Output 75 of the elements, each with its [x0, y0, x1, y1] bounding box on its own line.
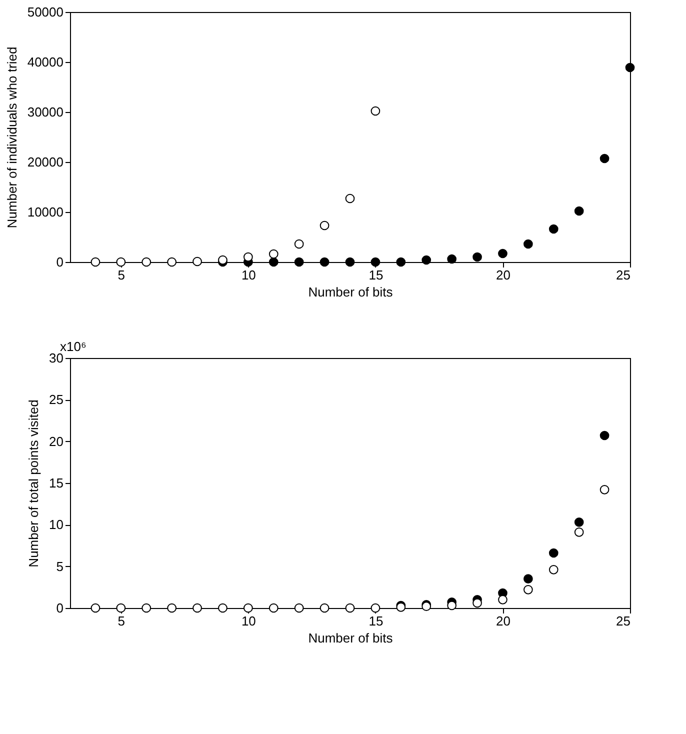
point: [548, 548, 558, 558]
point: [142, 603, 152, 613]
point: [320, 603, 330, 613]
point: [447, 254, 456, 264]
point: [574, 517, 584, 527]
point: [447, 600, 456, 610]
x-tick-label: 5: [118, 614, 126, 628]
y-axis-title: Number of individuals who tried: [4, 46, 20, 228]
point: [192, 603, 202, 613]
point: [142, 257, 152, 267]
point: [320, 220, 330, 230]
point: [370, 257, 380, 267]
x-tick-label: 10: [241, 268, 256, 282]
x-tick-label: 20: [496, 614, 510, 628]
point: [167, 257, 176, 267]
point: [345, 194, 355, 204]
point: [370, 603, 380, 613]
y-tick-label: 0: [56, 254, 64, 270]
point: [498, 248, 508, 258]
x-tick-label: 20: [496, 268, 510, 282]
y-tick-label: 40000: [27, 54, 64, 70]
point: [548, 564, 558, 574]
point: [268, 257, 278, 267]
point: [524, 584, 533, 594]
point: [268, 249, 278, 259]
point: [574, 206, 584, 216]
y-tick-label: 10: [49, 517, 64, 532]
point: [294, 603, 304, 613]
y-tick-label: 30000: [27, 104, 64, 120]
point: [524, 574, 533, 584]
x-tick-label: 25: [616, 268, 630, 282]
point: [90, 257, 100, 267]
y-axis-title: Number of total points visited: [26, 400, 42, 568]
point: [116, 257, 126, 267]
point: [472, 598, 482, 608]
point: [294, 239, 304, 249]
x-tick-label: 15: [368, 614, 384, 628]
y-tick-label: 0: [56, 600, 64, 616]
point: [625, 62, 635, 72]
point: [600, 154, 610, 164]
y-tick-label: 15: [49, 476, 64, 490]
y-tick-label: 50000: [27, 4, 64, 20]
point: [600, 484, 610, 494]
x-tick-label: 10: [241, 614, 256, 628]
point: [294, 257, 304, 267]
x-axis-title: Number of bits: [308, 630, 394, 646]
point: [192, 256, 202, 266]
point: [600, 430, 610, 440]
point: [268, 603, 278, 613]
point: [422, 255, 432, 265]
point: [218, 603, 228, 613]
x-tick-label: 25: [616, 614, 630, 628]
x-tick-label: 15: [368, 268, 384, 282]
point: [116, 603, 126, 613]
point: [498, 594, 508, 604]
y-tick-label: 5: [56, 558, 64, 574]
y-tick-label: 20: [49, 434, 64, 449]
x-axis-title: Number of bits: [308, 284, 394, 300]
point: [320, 257, 330, 267]
point: [345, 257, 355, 267]
point: [345, 603, 355, 613]
point: [524, 239, 533, 249]
point: [90, 603, 100, 613]
point: [472, 252, 482, 262]
point: [244, 603, 253, 613]
y-tick-label: 10000: [27, 204, 64, 220]
point: [548, 224, 558, 234]
point: [167, 603, 176, 613]
y-tick-label: 20000: [27, 154, 64, 170]
y-tick-label: 25: [49, 392, 64, 408]
point: [396, 257, 406, 267]
point: [370, 106, 380, 116]
point: [574, 527, 584, 537]
point: [244, 252, 253, 262]
x-tick-label: 5: [118, 268, 126, 282]
